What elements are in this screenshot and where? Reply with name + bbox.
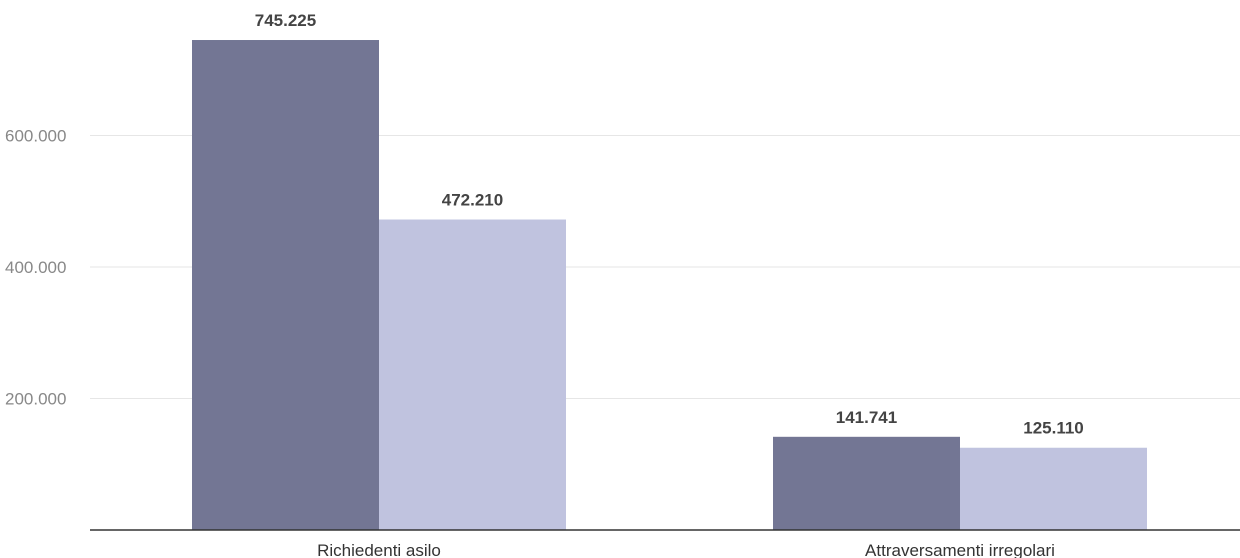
x-axis-categories: Richiedenti asilo Attraversamenti irregol…	[317, 541, 1055, 558]
bar-value-label: 141.741	[836, 408, 897, 427]
x-category-label: Richiedenti asilo	[317, 541, 441, 558]
bar-value-label: 745.225	[255, 11, 316, 30]
x-category-label: Attraversamenti irregolari	[865, 541, 1055, 558]
y-axis-ticks: 200.000 400.000 600.000	[5, 127, 66, 409]
bar-value-label: 472.210	[442, 191, 503, 210]
y-tick-label: 400.000	[5, 258, 66, 277]
bars	[192, 40, 1147, 531]
bar	[192, 40, 379, 531]
bar	[960, 447, 1147, 530]
y-tick-label: 200.000	[5, 390, 66, 409]
bar	[379, 219, 566, 531]
bar	[773, 436, 960, 530]
value-labels: 745.225 472.210 141.741 125.110	[255, 11, 1084, 438]
bar-value-label: 125.110	[1023, 419, 1084, 438]
y-tick-label: 600.000	[5, 127, 66, 146]
